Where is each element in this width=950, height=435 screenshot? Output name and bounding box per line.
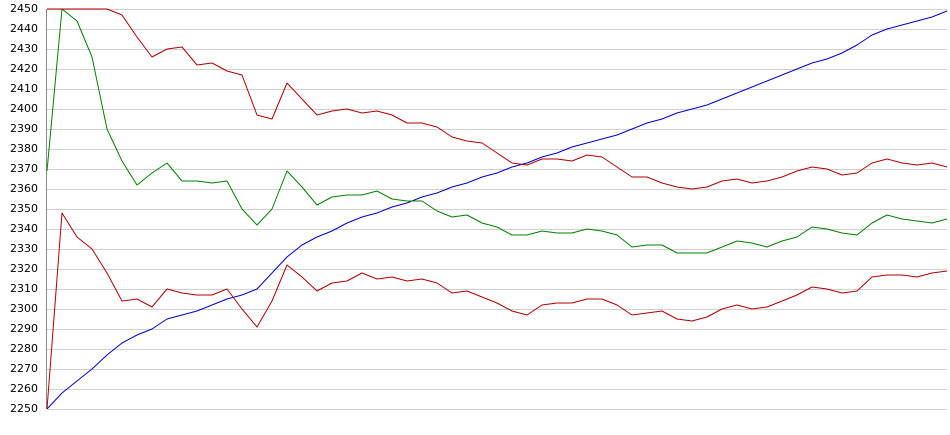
series-line — [46, 10, 948, 410]
y-tick-label: 2360 — [10, 182, 38, 195]
series-line — [46, 8, 948, 254]
series-line — [47, 8, 948, 190]
y-tick-label: 2440 — [10, 22, 38, 35]
y-tick-label: 2320 — [10, 262, 38, 275]
y-tick-label: 2340 — [10, 222, 38, 235]
y-tick-label: 2290 — [10, 322, 38, 335]
y-tick-label: 2400 — [10, 102, 38, 115]
y-tick-label: 2380 — [10, 142, 38, 155]
y-tick-label: 2450 — [10, 2, 38, 15]
y-tick-label: 2280 — [10, 342, 38, 355]
y-tick-label: 2390 — [10, 122, 38, 135]
y-tick-label: 2270 — [10, 362, 38, 375]
y-tick-label: 2420 — [10, 62, 38, 75]
y-tick-label: 2410 — [10, 82, 38, 95]
y-tick-label: 2310 — [10, 282, 38, 295]
y-tick-label: 2260 — [10, 382, 38, 395]
y-tick-label: 2300 — [10, 302, 38, 315]
y-tick-label: 2370 — [10, 162, 38, 175]
y-tick-label: 2350 — [10, 202, 38, 215]
series-line — [46, 212, 948, 410]
y-tick-label: 2330 — [10, 242, 38, 255]
y-tick-label: 2430 — [10, 42, 38, 55]
y-tick-label: 2250 — [10, 402, 38, 415]
